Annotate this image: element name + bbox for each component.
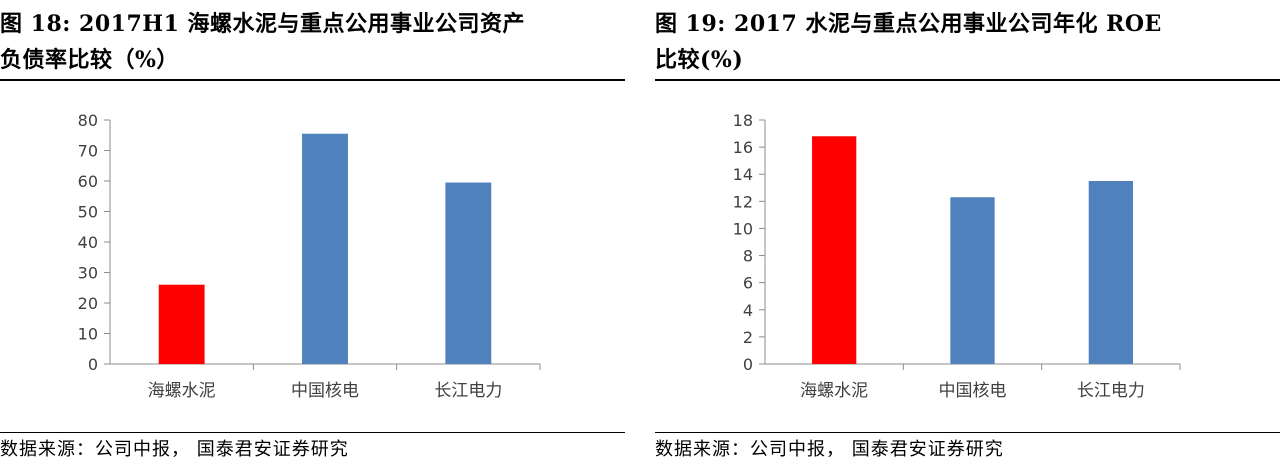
y-tick-label: 14 bbox=[733, 165, 753, 184]
y-tick-label: 8 bbox=[743, 247, 753, 266]
y-tick-label: 20 bbox=[78, 294, 98, 313]
y-tick-label: 60 bbox=[78, 172, 98, 191]
y-tick-label: 6 bbox=[743, 274, 753, 293]
y-tick-label: 12 bbox=[733, 192, 753, 211]
bar-2 bbox=[950, 197, 995, 364]
figure-18-title-line1: 图 18: 2017H1 海螺水泥与重点公用事业公司资产 bbox=[0, 11, 526, 37]
figure-18-bar-chart: 0 10 20 30 40 50 60 70 80 海螺水泥 中国核电 长江电力 bbox=[78, 111, 541, 401]
figure-18-bottom-rule bbox=[0, 432, 625, 433]
figure-18-title-line2: 负债率比较（%） bbox=[0, 47, 179, 73]
x-category-label: 中国核电 bbox=[291, 381, 359, 401]
x-category-label: 长江电力 bbox=[1077, 381, 1145, 401]
x-category-label: 海螺水泥 bbox=[148, 381, 216, 401]
figure-19-title-line2: 比较(%) bbox=[655, 47, 744, 73]
bar-3 bbox=[445, 182, 492, 364]
y-tick-label: 18 bbox=[733, 111, 753, 130]
y-tick-label: 16 bbox=[733, 138, 753, 157]
figure-18-top-rule bbox=[0, 79, 625, 81]
bar-1 bbox=[812, 136, 857, 364]
y-tick-label: 10 bbox=[733, 219, 753, 238]
x-category-label: 中国核电 bbox=[939, 381, 1007, 401]
y-tick-label: 0 bbox=[88, 355, 98, 374]
x-category-label: 海螺水泥 bbox=[800, 381, 868, 401]
figure-19-top-rule bbox=[655, 79, 1280, 81]
y-tick-label: 80 bbox=[78, 111, 98, 130]
figure-18-source-note: 数据来源：公司中报， 国泰君安证券研究 bbox=[0, 439, 349, 460]
y-tick-label: 50 bbox=[78, 203, 98, 222]
y-tick-label: 40 bbox=[78, 233, 98, 252]
x-category-label: 长江电力 bbox=[434, 381, 502, 401]
figure-19-title: 图 19: 2017 水泥与重点公用事业公司年化 ROE 比较(%) bbox=[655, 6, 1280, 78]
y-tick-label: 30 bbox=[78, 264, 98, 283]
y-tick-label: 0 bbox=[743, 355, 753, 374]
y-tick-label: 2 bbox=[743, 328, 753, 347]
figure-18-title: 图 18: 2017H1 海螺水泥与重点公用事业公司资产 负债率比较（%） bbox=[0, 6, 625, 78]
figure-19-title-line1: 图 19: 2017 水泥与重点公用事业公司年化 ROE bbox=[655, 11, 1162, 37]
y-tick-label: 4 bbox=[743, 301, 753, 320]
figure-19-source-note: 数据来源：公司中报， 国泰君安证券研究 bbox=[655, 439, 1004, 460]
y-tick-label: 10 bbox=[78, 325, 98, 344]
bar-3 bbox=[1088, 181, 1133, 364]
figure-19-bottom-rule bbox=[655, 432, 1280, 433]
bar-1 bbox=[158, 284, 205, 364]
bar-2 bbox=[302, 133, 348, 364]
figure-19-bar-chart: 0 2 4 6 8 10 12 14 16 18 海螺水泥 中国核电 长江电力 bbox=[733, 111, 1181, 401]
y-tick-label: 70 bbox=[78, 142, 98, 161]
